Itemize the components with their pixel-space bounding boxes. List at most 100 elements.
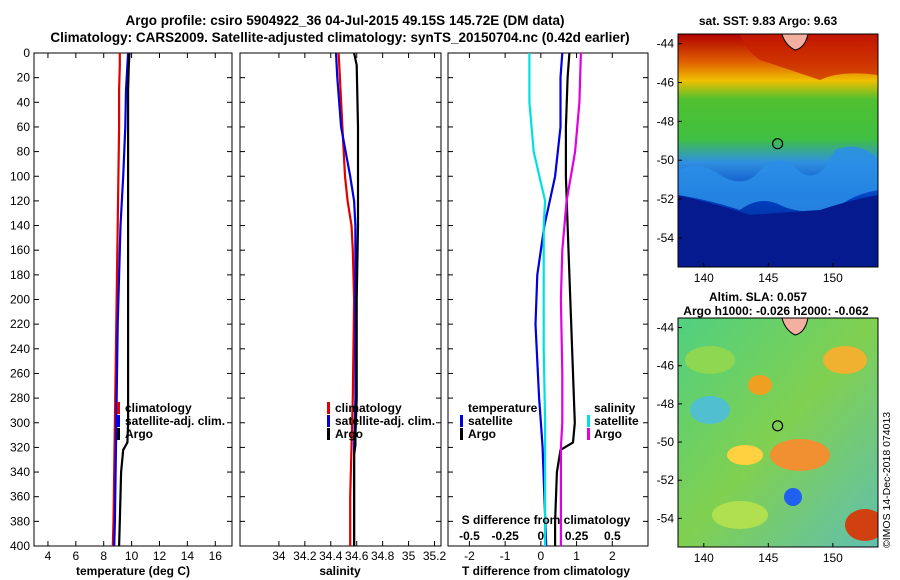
x-tick-label: 34.6 <box>345 549 369 563</box>
sla-anomaly <box>712 501 768 529</box>
y-tick-label: 180 <box>10 268 30 282</box>
map-y-tick-label: -44 <box>657 37 675 51</box>
salinity-y-axis <box>240 52 441 547</box>
difference-y-axis <box>448 52 648 547</box>
legend-argo-swatch <box>327 428 330 440</box>
x-tick-label: 0 <box>538 549 545 563</box>
x-tick-label: 2 <box>609 549 616 563</box>
map-y-tick-label: -46 <box>657 76 675 90</box>
x-tick-label: 14 <box>181 549 195 563</box>
legend-salinity-title: salinity <box>594 401 636 415</box>
y-tick-label: 200 <box>10 293 30 307</box>
temperature-xlabel: temperature (deg C) <box>76 564 190 578</box>
y-tick-label: 20 <box>17 71 31 85</box>
y-tick-label: 320 <box>10 440 30 454</box>
difference-lines <box>528 53 582 546</box>
legend-s-satellite-label: satellite <box>594 414 639 428</box>
sla-anomaly <box>770 439 830 471</box>
map-x-tick-label: 145 <box>758 551 778 565</box>
map-y-tick-label: -50 <box>657 435 675 449</box>
x-tick-label: 34.4 <box>319 549 343 563</box>
x-tick-label: 34.2 <box>293 549 317 563</box>
legend-climatology-label: climatology <box>335 401 402 415</box>
x-tick-label: 4 <box>45 549 52 563</box>
sst-map-axes: -44 -46 -48 -50 -52 -54 140 145 150 <box>657 37 844 285</box>
series-line <box>534 53 564 546</box>
legend-temperature-title: temperature <box>468 401 538 415</box>
map-y-tick-label: -54 <box>657 511 675 525</box>
y-tick-label: 340 <box>10 465 30 479</box>
y-tick-label: 100 <box>10 169 30 183</box>
s-tick-label: -0.25 <box>491 529 519 543</box>
difference-legend: temperature satellite Argo salinity sate… <box>460 401 639 441</box>
temperature-y-axis: 0 20 40 60 80 100 120 140 160 180 200 220 240 260 280 3… <box>10 46 232 553</box>
y-tick-label: 360 <box>10 490 30 504</box>
legend-t-satellite-label: satellite <box>468 414 513 428</box>
sla-map-title-2: Argo h1000: -0.026 h2000: -0.062 <box>683 304 869 318</box>
map-y-tick-label: -50 <box>657 153 675 167</box>
series-line <box>337 53 356 546</box>
salinity-xlabel: salinity <box>319 564 361 578</box>
temperature-axes-frame <box>33 52 233 547</box>
y-tick-label: 280 <box>10 391 30 405</box>
y-tick-label: 40 <box>17 95 31 109</box>
map-y-tick-label: -46 <box>657 359 675 373</box>
sla-anomaly <box>727 445 763 465</box>
sla-map-frame <box>677 317 879 548</box>
y-tick-label: 240 <box>10 342 30 356</box>
sst-cold-region <box>678 195 878 267</box>
map-y-tick-label: -48 <box>657 397 675 411</box>
x-tick-label: 1 <box>573 549 580 563</box>
sla-anomaly <box>748 375 772 395</box>
difference-x-axis: -2 -1 0 1 2 <box>464 53 616 563</box>
legend-climatology-label: climatology <box>125 401 192 415</box>
sla-map: Altim. SLA: 0.057 Argo h1000: -0.026 h20… <box>657 290 879 565</box>
salinity-panel: 34 34.2 34.4 34.6 34.8 35 35.2 salinity climat… <box>239 52 447 578</box>
y-tick-label: 140 <box>10 219 30 233</box>
x-tick-label: -1 <box>500 549 511 563</box>
tasmania-outline <box>781 34 809 51</box>
map-y-tick-label: -48 <box>657 114 675 128</box>
sla-map-title-1: Altim. SLA: 0.057 <box>709 290 807 304</box>
difference-xlabel: T difference from climatology <box>462 564 630 578</box>
x-tick-label: 8 <box>100 549 107 563</box>
sst-map-frame <box>677 33 879 268</box>
sst-map: sat. SST: 9.83 Argo: 9.63 -44 -46 -48 -50 -5… <box>657 14 879 285</box>
map-y-tick-label: -52 <box>657 192 675 206</box>
temperature-lines <box>111 53 131 546</box>
s-tick-label: -0.5 <box>459 529 480 543</box>
y-tick-label: 300 <box>10 416 30 430</box>
legend-s-argo-swatch <box>587 428 590 440</box>
x-tick-label: 34.8 <box>371 549 395 563</box>
x-tick-label: 12 <box>153 549 167 563</box>
difference-panel: -2 -1 0 1 2 -0.5 -0.25 0 0.25 0.5 T difference f… <box>447 52 649 578</box>
difference-s-axis: -0.5 -0.25 0 0.25 0.5 <box>459 529 621 543</box>
difference-axes-frame <box>447 52 649 547</box>
series-line <box>118 53 131 546</box>
x-tick-label: 35 <box>402 549 416 563</box>
series-line <box>111 53 121 546</box>
map-y-tick-label: -54 <box>657 231 675 245</box>
salinity-legend: climatology satellite-adj. clim. Argo <box>327 401 435 441</box>
map-x-tick-label: 145 <box>758 271 778 285</box>
s-tick-label: 0.25 <box>565 529 589 543</box>
y-tick-label: 380 <box>10 514 30 528</box>
temperature-x-axis: 4 6 8 10 12 14 16 <box>45 53 222 563</box>
copyright-label: ©IMOS 14-Dec-2018 074013 <box>881 412 893 548</box>
series-line <box>528 53 547 546</box>
legend-satellite-swatch <box>327 415 330 427</box>
title-line-1: Argo profile: csiro 5904922_36 04-Jul-20… <box>126 13 565 28</box>
salinity-lines <box>334 53 360 546</box>
sla-anomaly <box>845 509 878 541</box>
sla-profile-marker <box>772 420 784 432</box>
sla-map-axes: -44 -46 -48 -50 -52 -54 140 145 150 <box>657 321 844 565</box>
sla-anomaly <box>685 346 735 374</box>
legend-t-argo-swatch <box>460 428 463 440</box>
series-line <box>553 53 576 546</box>
sst-profile-marker <box>772 138 784 150</box>
y-tick-label: 260 <box>10 366 30 380</box>
map-x-tick-label: 140 <box>694 551 714 565</box>
y-tick-label: 120 <box>10 194 30 208</box>
x-tick-label: 10 <box>125 549 139 563</box>
temperature-panel: 0 20 40 60 80 100 120 140 160 180 200 220 240 260 280 3… <box>10 46 233 578</box>
